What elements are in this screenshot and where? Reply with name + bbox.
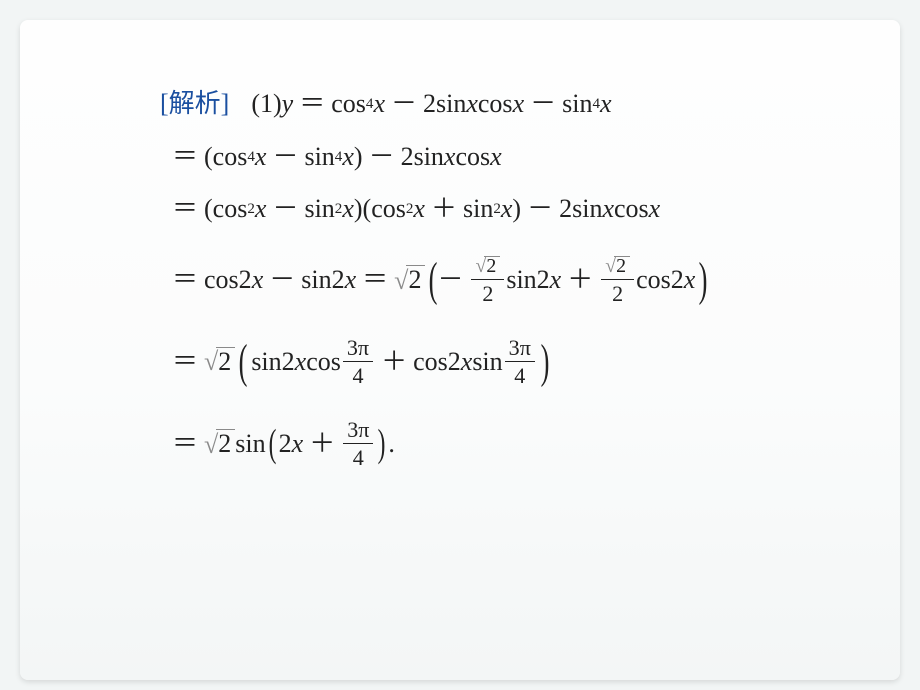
frac-3pi-4: 3π 4 [505, 337, 535, 387]
slide-content: [解析] (1) y ＝ cos4x － 2sinxcosx － sin4x ＝… [20, 20, 900, 680]
var-y: y [282, 90, 294, 119]
sin: sin [562, 90, 592, 119]
var-x: x [255, 143, 267, 172]
sin: sin [304, 143, 334, 172]
cos2: cos2 [636, 266, 684, 295]
minus: － [391, 90, 417, 119]
math-line-2: ＝ (cos4x － sin4x) － 2sinxcosx [160, 143, 860, 172]
cos: cos [614, 195, 649, 224]
two: 2 [279, 430, 292, 459]
equals: ＝ [362, 266, 388, 295]
equals: ＝ [172, 430, 198, 459]
close-open-cos: )(cos [354, 195, 406, 224]
var-x: x [295, 348, 307, 377]
cos: cos [455, 143, 490, 172]
var-x: x [342, 195, 354, 224]
var-x: x [513, 90, 525, 119]
twosin: 2sin [401, 143, 444, 172]
plus: ＋ [309, 430, 335, 459]
var-x: x [501, 195, 513, 224]
twosin: 2sin [559, 195, 602, 224]
var-x: x [255, 195, 267, 224]
var-x: x [600, 90, 612, 119]
equals: ＝ [172, 195, 198, 224]
cos: cos [306, 348, 341, 377]
frac-3pi-4: 3π 4 [343, 337, 373, 387]
close-paren: ) [354, 143, 363, 172]
slide-container: [解析] (1) y ＝ cos4x － 2sinxcosx － sin4x ＝… [0, 0, 920, 690]
sin2: sin2 [251, 348, 294, 377]
sin: sin [463, 195, 493, 224]
cos: cos [331, 90, 366, 119]
sin2: sin2 [506, 266, 549, 295]
cos2: cos2 [413, 348, 461, 377]
minus: － [272, 195, 298, 224]
math-line-3: ＝ (cos2x － sin2x )(cos2x ＋ sin2x) － 2sin… [160, 195, 860, 224]
var-x: x [413, 195, 425, 224]
close-paren: ) [512, 195, 521, 224]
math-line-5: ＝ √2 ( sin2xcos 3π 4 ＋ cos2xsin 3π 4 ) [160, 337, 860, 387]
math-line-4: ＝ cos2x － sin2x ＝ √2 ( － √2 2 sin2x ＋ √2… [160, 256, 860, 305]
neg: － [437, 266, 463, 295]
sqrt-2: √2 [204, 347, 235, 377]
cos2: cos2 [204, 266, 252, 295]
frac-sqrt2-over-2: √2 2 [601, 256, 634, 305]
var-x: x [342, 143, 354, 172]
math-line-1: [解析] (1) y ＝ cos4x － 2sinxcosx － sin4x [160, 90, 860, 119]
period: . [388, 430, 395, 459]
minus: － [272, 143, 298, 172]
sin: sin [472, 348, 502, 377]
plus: ＋ [381, 348, 407, 377]
var-x: x [684, 266, 696, 295]
var-x: x [466, 90, 478, 119]
var-x: x [461, 348, 473, 377]
analysis-label: [解析] [160, 90, 229, 119]
math-line-6: ＝ √2 sin ( 2x ＋ 3π 4 ) . [160, 419, 860, 469]
var-x: x [490, 143, 502, 172]
sqrt-2: √2 [394, 265, 425, 295]
minus: － [527, 195, 553, 224]
minus: － [530, 90, 556, 119]
open-cos: (cos [204, 143, 247, 172]
minus: － [369, 143, 395, 172]
sin: sin [235, 430, 265, 459]
var-x: x [345, 266, 357, 295]
frac-3pi-4: 3π 4 [343, 419, 373, 469]
var-x: x [649, 195, 661, 224]
plus: ＋ [567, 266, 593, 295]
open-cos: (cos [204, 195, 247, 224]
plus: ＋ [431, 195, 457, 224]
minus: － [269, 266, 295, 295]
var-x: x [292, 430, 304, 459]
var-x: x [252, 266, 264, 295]
twosin: 2sin [423, 90, 466, 119]
equals: ＝ [172, 348, 198, 377]
frac-sqrt2-over-2: √2 2 [471, 256, 504, 305]
equals: ＝ [172, 143, 198, 172]
var-x: x [550, 266, 562, 295]
equals: ＝ [172, 266, 198, 295]
sin2: sin2 [301, 266, 344, 295]
problem-number: (1) [251, 90, 281, 119]
sin: sin [304, 195, 334, 224]
var-x: x [444, 143, 456, 172]
var-x: x [602, 195, 614, 224]
cos: cos [478, 90, 513, 119]
sqrt-2: √2 [204, 429, 235, 459]
var-x: x [373, 90, 385, 119]
equals: ＝ [299, 90, 325, 119]
